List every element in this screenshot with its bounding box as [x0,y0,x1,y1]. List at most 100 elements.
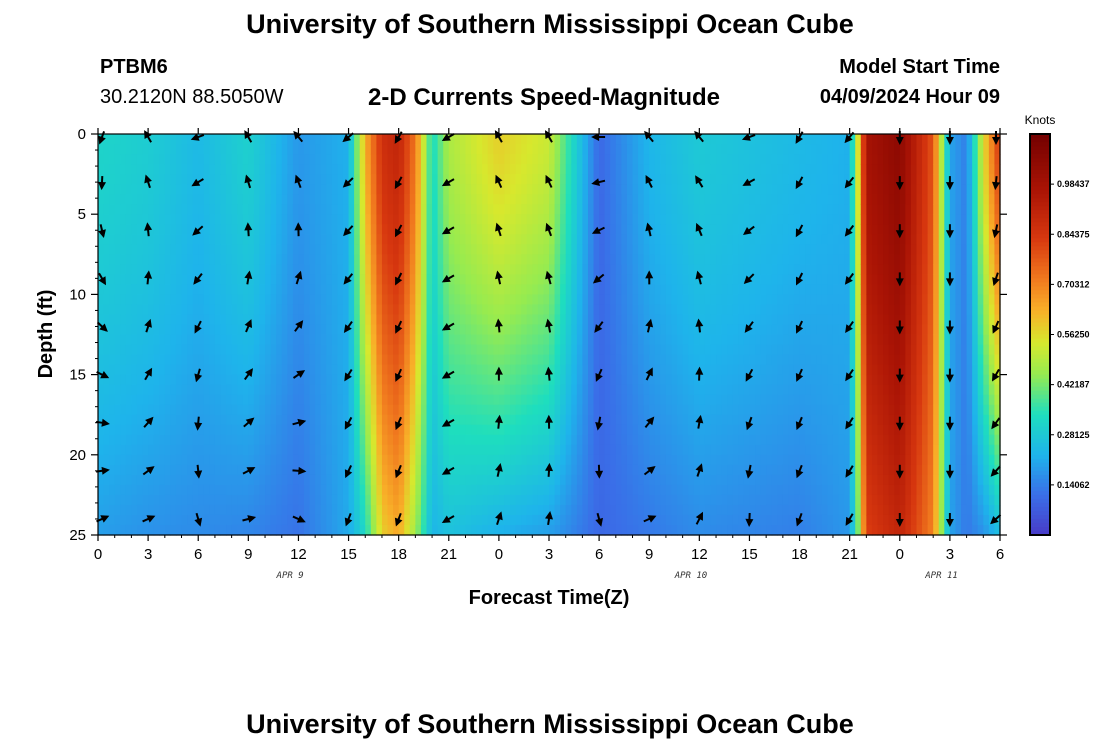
heatmap-cell [398,164,405,175]
heatmap-cell [103,474,110,486]
heatmap-cell [437,264,444,275]
heatmap-cell [209,414,216,426]
heatmap-cell [649,224,656,235]
heatmap-cell [727,304,734,316]
heatmap-cell [309,294,316,306]
heatmap-cell [766,174,773,185]
heatmap-cell [393,344,400,356]
heatmap-cell [760,384,767,396]
heatmap-cell [159,424,166,436]
heatmap-cell [214,134,222,145]
heatmap-cell [415,494,422,506]
heatmap-cell [292,434,300,446]
heatmap-cell [109,384,116,396]
heatmap-cell [354,474,361,486]
heatmap-cell [359,174,366,185]
heatmap-cell [582,364,589,376]
heatmap-cell [638,364,645,376]
heatmap-cell [187,144,194,155]
heatmap-cell [771,324,778,336]
heatmap-cell [704,274,712,285]
heatmap-cell [231,354,238,366]
heatmap-cell [387,294,394,306]
heatmap-cell [688,394,695,406]
heatmap-cell [203,194,210,205]
heatmap-cell [677,374,684,386]
heatmap-cell [304,384,311,396]
heatmap-cell [482,454,489,466]
heatmap-cell [214,304,222,316]
heatmap-cell [142,504,149,516]
heatmap-cell [626,184,634,195]
heatmap-cell [749,464,756,476]
heatmap-cell [348,484,355,496]
heatmap-cell [365,204,372,215]
heatmap-cell [571,474,578,486]
heatmap-cell [387,184,394,195]
heatmap-cell [571,164,578,175]
heatmap-cell [710,134,717,145]
heatmap-cell [175,274,183,285]
heatmap-cell [732,254,739,265]
heatmap-cell [136,214,144,225]
heatmap-cell [743,344,751,356]
heatmap-cell [582,204,589,215]
heatmap-cell [782,324,790,336]
heatmap-cell [654,404,661,416]
heatmap-cell [465,224,472,235]
heatmap-cell [693,484,700,496]
heatmap-cell [777,264,784,275]
heatmap-cell [114,434,121,446]
heatmap-cell [326,164,333,175]
heatmap-cell [170,394,177,406]
heatmap-cell [231,224,238,235]
heatmap-cell [710,484,717,496]
heatmap-cell [209,244,216,255]
heatmap-cell [415,404,422,416]
heatmap-cell [459,454,467,466]
heatmap-cell [693,384,700,396]
heatmap-cell [259,224,266,235]
heatmap-cell [710,174,717,185]
heatmap-cell [381,364,389,376]
heatmap-cell [437,524,444,536]
heatmap-cell [393,524,400,536]
heatmap-cell [153,414,160,426]
heatmap-cell [543,184,550,195]
heatmap-cell [766,234,773,245]
heatmap-cell [237,234,244,245]
heatmap-cell [187,524,194,536]
heatmap-cell [671,364,678,376]
heatmap-cell [136,254,144,265]
heatmap-cell [354,304,361,316]
heatmap-cell [131,284,138,295]
heatmap-cell [448,254,455,265]
heatmap-cell [331,374,339,386]
heatmap-cell [693,144,700,155]
heatmap-cell [315,384,322,396]
heatmap-cell [226,294,233,306]
heatmap-cell [743,504,751,516]
heatmap-cell [671,514,678,526]
heatmap-cell [159,134,166,145]
heatmap-cell [231,304,238,316]
heatmap-cell [432,154,439,165]
heatmap-cell [159,214,166,225]
heatmap-cell [393,304,400,316]
heatmap-cell [148,434,155,446]
heatmap-cell [281,154,288,165]
heatmap-cell [777,374,784,386]
heatmap-cell [404,474,411,486]
heatmap-cell [309,444,316,456]
heatmap-cell [727,384,734,396]
heatmap-cell [136,384,144,396]
heatmap-cell [632,244,639,255]
heatmap-cell [560,244,567,255]
heatmap-cell [181,334,188,346]
heatmap-cell [226,254,233,265]
heatmap-cell [420,474,428,486]
heatmap-cell [476,194,483,205]
heatmap-cell [643,524,650,536]
heatmap-cell [482,214,489,225]
heatmap-cell [448,284,455,295]
